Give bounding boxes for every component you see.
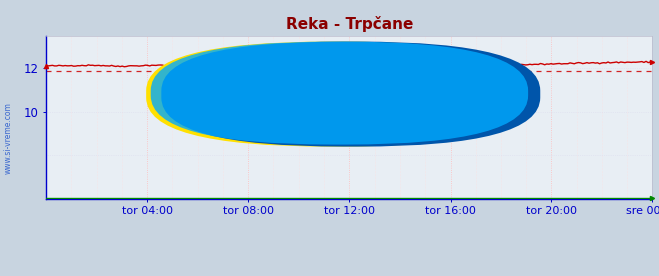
Text: www.si-vreme.com: www.si-vreme.com xyxy=(3,102,13,174)
FancyBboxPatch shape xyxy=(151,42,528,145)
FancyBboxPatch shape xyxy=(161,42,540,147)
Title: Reka - Trpčane: Reka - Trpčane xyxy=(285,16,413,32)
FancyBboxPatch shape xyxy=(146,42,525,147)
Text: www.si-vreme.com: www.si-vreme.com xyxy=(201,112,498,139)
Legend: temperatura [C], pretok [m3/s]: temperatura [C], pretok [m3/s] xyxy=(239,272,459,276)
